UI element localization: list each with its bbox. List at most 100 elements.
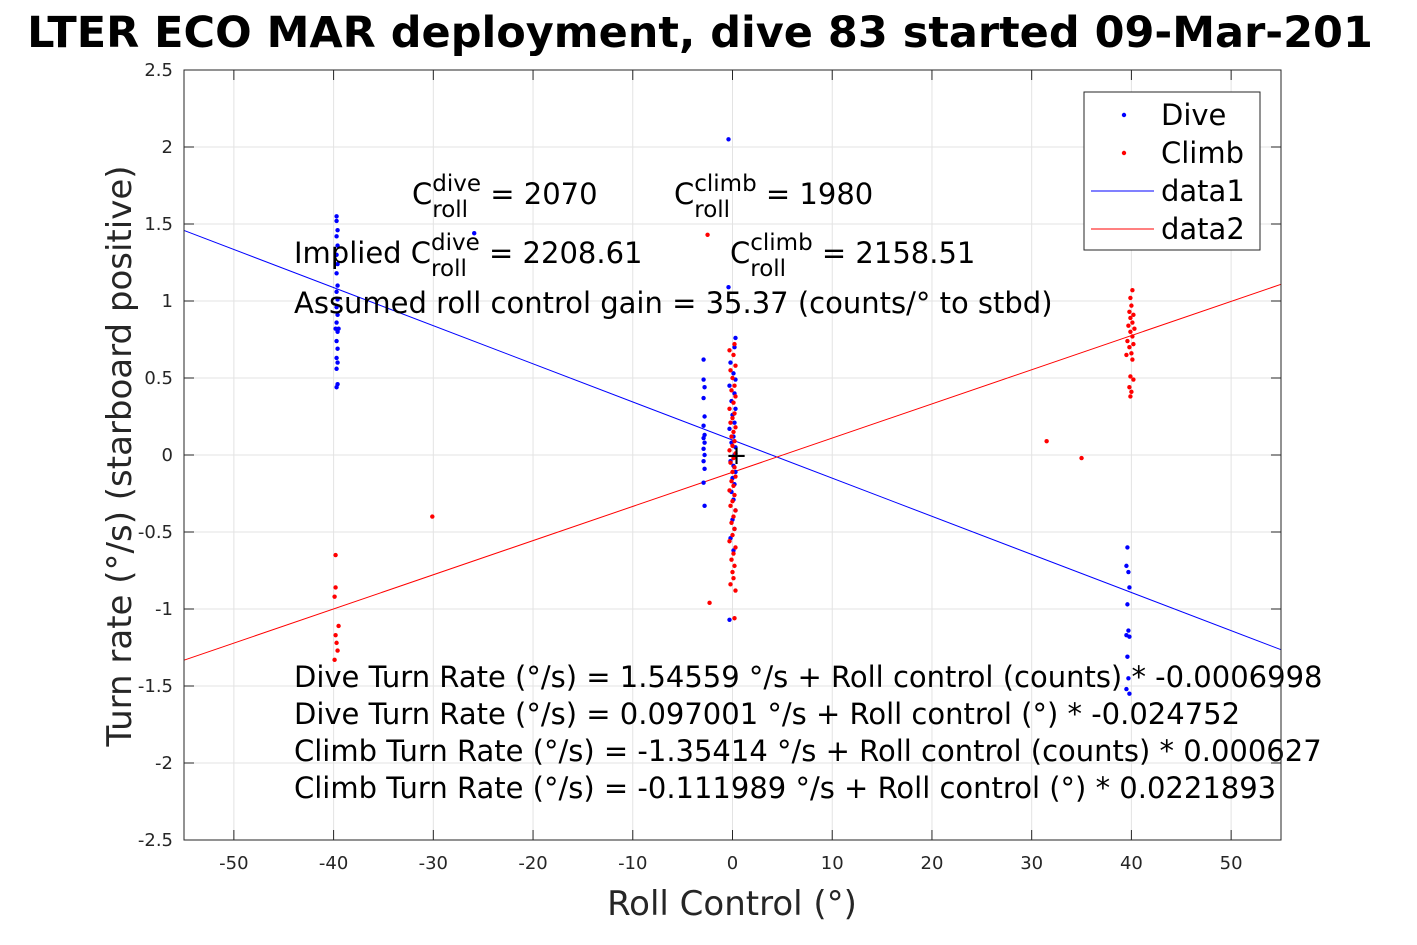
x-tick-label: 10 xyxy=(821,853,844,874)
data-point-climb xyxy=(1129,389,1134,395)
data-point-climb xyxy=(731,514,736,519)
data-point-dive xyxy=(727,617,732,622)
data-point-dive xyxy=(701,357,706,362)
x-tick-label: 40 xyxy=(1120,853,1143,874)
data-point-climb xyxy=(729,520,734,525)
data-point-dive xyxy=(472,231,477,236)
data-point-climb xyxy=(430,514,435,519)
data-point-climb xyxy=(730,415,735,421)
data-point-climb xyxy=(1130,320,1135,325)
data-point-dive xyxy=(727,426,732,432)
data-point-climb xyxy=(730,499,735,504)
data-point-climb xyxy=(729,388,734,393)
data-point-climb xyxy=(727,448,732,453)
data-point-climb xyxy=(332,657,337,663)
data-point-climb xyxy=(1127,309,1132,314)
fit-line-data1 xyxy=(183,229,1282,651)
data-point-dive xyxy=(335,312,340,318)
data-point-dive xyxy=(1126,569,1131,575)
x-tick-label: 20 xyxy=(921,853,944,874)
data-point-climb xyxy=(705,232,710,237)
data-point-dive xyxy=(334,214,339,219)
legend[interactable]: Dive Climb data1 data2 xyxy=(1083,91,1261,251)
data-point-climb xyxy=(731,455,736,461)
legend-item-dive[interactable]: Dive xyxy=(1121,98,1227,132)
c-roll-dive-label: Cdive roll = 2070 xyxy=(412,171,598,223)
data-point-dive xyxy=(1127,585,1132,590)
legend-item-data1[interactable]: data1 xyxy=(1091,174,1245,208)
data-point-dive xyxy=(335,283,340,288)
data-point-dive xyxy=(334,338,339,344)
data-point-climb xyxy=(727,348,732,353)
data-point-dive xyxy=(1125,602,1130,607)
legend-item-data2[interactable]: data2 xyxy=(1091,212,1245,246)
data-point-climb xyxy=(730,532,735,538)
y-tick-label: 2 xyxy=(162,137,173,158)
data-point-climb xyxy=(732,438,737,444)
data-point-dive xyxy=(702,466,707,472)
data-point-climb xyxy=(733,394,738,399)
data-point-climb xyxy=(333,632,338,638)
data-point-dive xyxy=(334,218,339,224)
data-point-dive xyxy=(334,304,339,310)
data-point-climb xyxy=(731,400,736,405)
data-point-climb xyxy=(1130,334,1135,339)
data-point-dive xyxy=(334,271,339,276)
data-point-dive xyxy=(732,345,737,350)
data-point-dive xyxy=(1126,676,1131,681)
y-tick-label: 1 xyxy=(162,291,173,312)
data-point-climb xyxy=(730,469,735,475)
y-tick-label: 2.5 xyxy=(144,60,173,81)
data-point-climb xyxy=(1129,351,1134,356)
x-tick-label: 30 xyxy=(1020,853,1043,874)
tick-marks xyxy=(184,69,1281,841)
data-point-dive xyxy=(701,435,706,441)
data-point-dive xyxy=(732,420,737,425)
data-point-dive xyxy=(733,406,738,411)
data-point-climb xyxy=(732,341,737,347)
data-point-climb xyxy=(733,588,738,593)
data-point-climb xyxy=(730,375,735,381)
data-point-dive xyxy=(334,289,339,294)
legend-marker xyxy=(1121,112,1127,118)
data-point-dive xyxy=(335,227,340,233)
data-point-dive xyxy=(1124,563,1129,569)
legend-label: Climb xyxy=(1161,136,1244,170)
legend-box xyxy=(1083,91,1261,251)
y-tick-label: -1 xyxy=(155,599,173,620)
data-point-climb xyxy=(731,429,736,435)
legend-item-climb[interactable]: Climb xyxy=(1121,136,1244,170)
data-point-dive xyxy=(334,234,339,239)
data-point-climb xyxy=(707,600,712,606)
data-point-climb xyxy=(333,585,338,590)
data-point-dive xyxy=(733,335,738,341)
y-tick-label: 0.5 xyxy=(144,368,173,389)
data-point-climb xyxy=(1128,374,1133,379)
data-point-climb xyxy=(1130,357,1135,362)
data-point-climb xyxy=(332,594,337,599)
data-point-climb xyxy=(727,539,732,544)
data-point-climb xyxy=(1132,326,1137,331)
implied-c-roll-dive-label: Implied Cdive roll = 2208.61 xyxy=(294,230,642,282)
x-tick-label: -40 xyxy=(319,853,348,874)
y-tick-label: -0.5 xyxy=(138,522,173,543)
data-point-climb xyxy=(727,488,732,493)
legend-marker xyxy=(1121,150,1127,156)
data-point-dive xyxy=(334,252,339,257)
data-point-climb xyxy=(733,474,738,479)
data-point-dive xyxy=(701,377,706,382)
data-point-climb xyxy=(733,508,738,513)
data-point-climb xyxy=(1131,341,1136,347)
data-point-dive xyxy=(728,360,733,365)
data-point-climb xyxy=(732,616,737,621)
data-point-climb xyxy=(335,648,340,653)
data-point-dive xyxy=(726,284,731,290)
data-point-climb xyxy=(730,569,735,575)
data-point-climb xyxy=(729,557,734,562)
data-point-dive xyxy=(335,243,340,248)
legend-label: data1 xyxy=(1161,174,1245,208)
data-point-dive xyxy=(701,480,706,485)
data-point-dive xyxy=(701,458,706,464)
implied-c-roll-climb-label: Cclimb roll = 2158.51 xyxy=(730,230,975,282)
